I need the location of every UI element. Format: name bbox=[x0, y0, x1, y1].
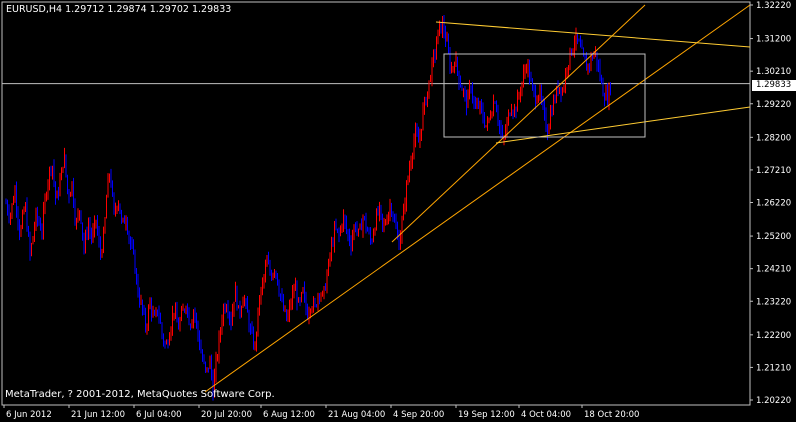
current-price-label: 1.29833 bbox=[752, 80, 796, 91]
time-axis[interactable]: 6 Jun 2012 21 Jun 12:00 6 Jul 04:00 20 Jul … bbox=[3, 405, 639, 420]
channel-line-lower bbox=[495, 106, 751, 144]
y-tick-label: 1.20220 bbox=[756, 396, 791, 406]
y-tick-label: 1.21210 bbox=[756, 363, 791, 373]
x-tick-label: 4 Oct 04:00 bbox=[521, 410, 571, 420]
analysis-objects-layer[interactable] bbox=[204, 4, 751, 393]
copyright-text: MetaTrader, ? 2001-2012, MetaQuotes Soft… bbox=[5, 389, 275, 400]
x-tick-label: 6 Jul 04:00 bbox=[136, 410, 182, 420]
y-tick-label: 1.29220 bbox=[756, 100, 791, 110]
chart-frame bbox=[1, 1, 751, 406]
y-tick-label: 1.22200 bbox=[756, 331, 791, 341]
channel-line-upper bbox=[435, 21, 751, 48]
price-axis[interactable]: 1.32220 1.31200 1.30210 1.29220 1.28200 1.272… bbox=[750, 1, 791, 406]
y-tick-label: 1.25200 bbox=[756, 232, 791, 242]
plot-border bbox=[1, 1, 751, 406]
x-tick-label: 4 Sep 20:00 bbox=[393, 410, 444, 420]
x-tick-label: 18 Oct 20:00 bbox=[584, 410, 639, 420]
y-tick-label: 1.31200 bbox=[756, 35, 791, 45]
trendline-long bbox=[204, 4, 751, 393]
x-tick-label: 6 Jun 2012 bbox=[6, 410, 52, 420]
x-tick-label: 19 Sep 12:00 bbox=[458, 410, 515, 420]
range-rectangle bbox=[443, 53, 646, 138]
y-tick-label: 1.28200 bbox=[756, 133, 791, 143]
y-tick-label: 1.32220 bbox=[756, 1, 791, 11]
y-tick-label: 1.23220 bbox=[756, 297, 791, 307]
y-tick-label: 1.26220 bbox=[756, 199, 791, 209]
trendline-steep bbox=[391, 4, 646, 243]
symbol-header: EURUSD,H4 1.29712 1.29874 1.29702 1.2983… bbox=[6, 4, 232, 15]
x-tick-label: 21 Aug 04:00 bbox=[328, 410, 385, 420]
y-tick-label: 1.27210 bbox=[756, 166, 791, 176]
candles-layer bbox=[5, 15, 611, 401]
y-tick-label: 1.24210 bbox=[756, 265, 791, 275]
y-tick-label: 1.30210 bbox=[756, 67, 791, 77]
x-tick-label: 20 Jul 20:00 bbox=[201, 410, 252, 420]
x-tick-label: 6 Aug 12:00 bbox=[263, 410, 315, 420]
x-tick-label: 21 Jun 12:00 bbox=[71, 410, 125, 420]
